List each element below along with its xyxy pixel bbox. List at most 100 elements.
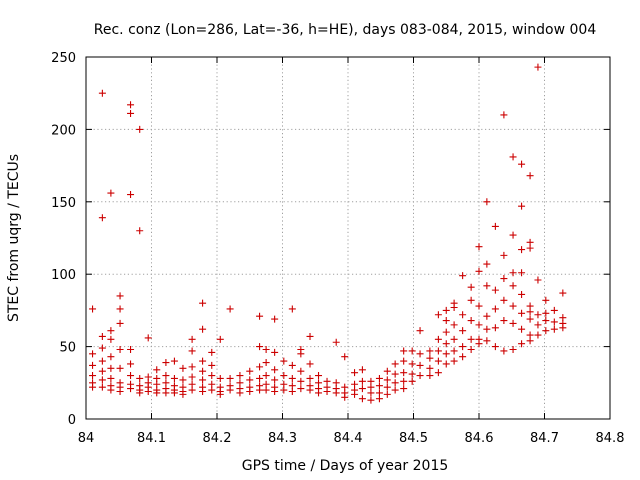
- data-point: [116, 387, 124, 395]
- data-point: [199, 367, 207, 375]
- x-tick-label: 84.8: [596, 431, 625, 446]
- x-tick-label: 84.7: [530, 431, 559, 446]
- data-point: [542, 327, 550, 335]
- data-point: [500, 347, 508, 355]
- data-point: [358, 395, 366, 403]
- data-point: [262, 359, 270, 367]
- data-point: [271, 315, 279, 323]
- data-point: [442, 306, 450, 314]
- data-point: [297, 377, 305, 385]
- data-point: [162, 389, 170, 397]
- data-point: [332, 389, 340, 397]
- data-point: [226, 374, 234, 382]
- data-point: [208, 386, 216, 394]
- data-point: [127, 109, 135, 117]
- data-point: [179, 364, 187, 372]
- x-axis-label: GPS time / Days of year 2015: [242, 458, 449, 474]
- data-point: [236, 372, 244, 380]
- data-point: [483, 282, 491, 290]
- data-point: [351, 369, 359, 377]
- data-point: [367, 389, 375, 397]
- data-point: [306, 332, 314, 340]
- data-point: [271, 387, 279, 395]
- data-point: [491, 324, 499, 332]
- data-point: [375, 382, 383, 390]
- data-point: [434, 335, 442, 343]
- data-point: [500, 111, 508, 119]
- data-point: [526, 315, 534, 323]
- data-point: [391, 370, 399, 378]
- data-point: [383, 367, 391, 375]
- data-point: [509, 282, 517, 290]
- data-point: [89, 350, 97, 358]
- data-point: [170, 389, 178, 397]
- data-point: [162, 359, 170, 367]
- data-point: [98, 383, 106, 391]
- data-point: [262, 372, 270, 380]
- data-point: [323, 387, 331, 395]
- data-point: [116, 364, 124, 372]
- chart-title: Rec. conz (Lon=286, Lat=-36, h=HE), days…: [94, 22, 597, 38]
- data-point: [534, 276, 542, 284]
- data-point: [518, 309, 526, 317]
- y-axis: 0 50 100 150 200 250: [51, 51, 610, 428]
- data-point: [179, 376, 187, 384]
- y-tick-label: 0: [68, 413, 76, 428]
- data-point: [400, 347, 408, 355]
- data-point: [459, 327, 467, 335]
- data-point: [400, 385, 408, 393]
- data-point: [483, 312, 491, 320]
- data-point: [375, 395, 383, 403]
- data-point: [107, 374, 115, 382]
- data-point: [491, 286, 499, 294]
- data-point: [188, 363, 196, 371]
- data-point: [236, 389, 244, 397]
- data-point: [127, 101, 135, 109]
- data-point: [170, 357, 178, 365]
- data-point: [550, 306, 558, 314]
- data-point: [500, 317, 508, 325]
- data-point: [208, 361, 216, 369]
- data-point: [509, 345, 517, 353]
- data-point: [518, 340, 526, 348]
- data-point: [534, 63, 542, 71]
- data-point: [491, 343, 499, 351]
- data-point: [483, 198, 491, 206]
- data-point: [408, 360, 416, 368]
- x-tick-label: 84.6: [465, 431, 494, 446]
- data-point: [475, 321, 483, 329]
- data-point: [383, 390, 391, 398]
- data-point: [216, 374, 224, 382]
- y-tick-label: 200: [51, 123, 76, 138]
- y-tick-label: 100: [51, 268, 76, 283]
- data-point: [315, 389, 323, 397]
- data-point: [534, 311, 542, 319]
- data-point: [136, 374, 144, 382]
- data-point: [262, 386, 270, 394]
- data-point: [98, 344, 106, 352]
- data-point: [375, 374, 383, 382]
- data-point: [408, 370, 416, 378]
- data-point: [98, 214, 106, 222]
- data-point: [518, 325, 526, 333]
- data-point: [459, 311, 467, 319]
- data-point: [306, 360, 314, 368]
- data-point: [534, 331, 542, 339]
- data-point: [467, 335, 475, 343]
- data-point: [408, 347, 416, 355]
- data-point: [179, 390, 187, 398]
- data-point: [315, 372, 323, 380]
- data-point: [127, 385, 135, 393]
- data-point: [459, 343, 467, 351]
- data-point: [188, 386, 196, 394]
- data-point: [98, 357, 106, 365]
- data-point: [383, 383, 391, 391]
- data-point: [288, 305, 296, 313]
- data-point: [199, 325, 207, 333]
- data-point: [367, 396, 375, 404]
- data-point: [358, 366, 366, 374]
- data-point: [550, 325, 558, 333]
- data-point: [188, 335, 196, 343]
- data-point: [288, 387, 296, 395]
